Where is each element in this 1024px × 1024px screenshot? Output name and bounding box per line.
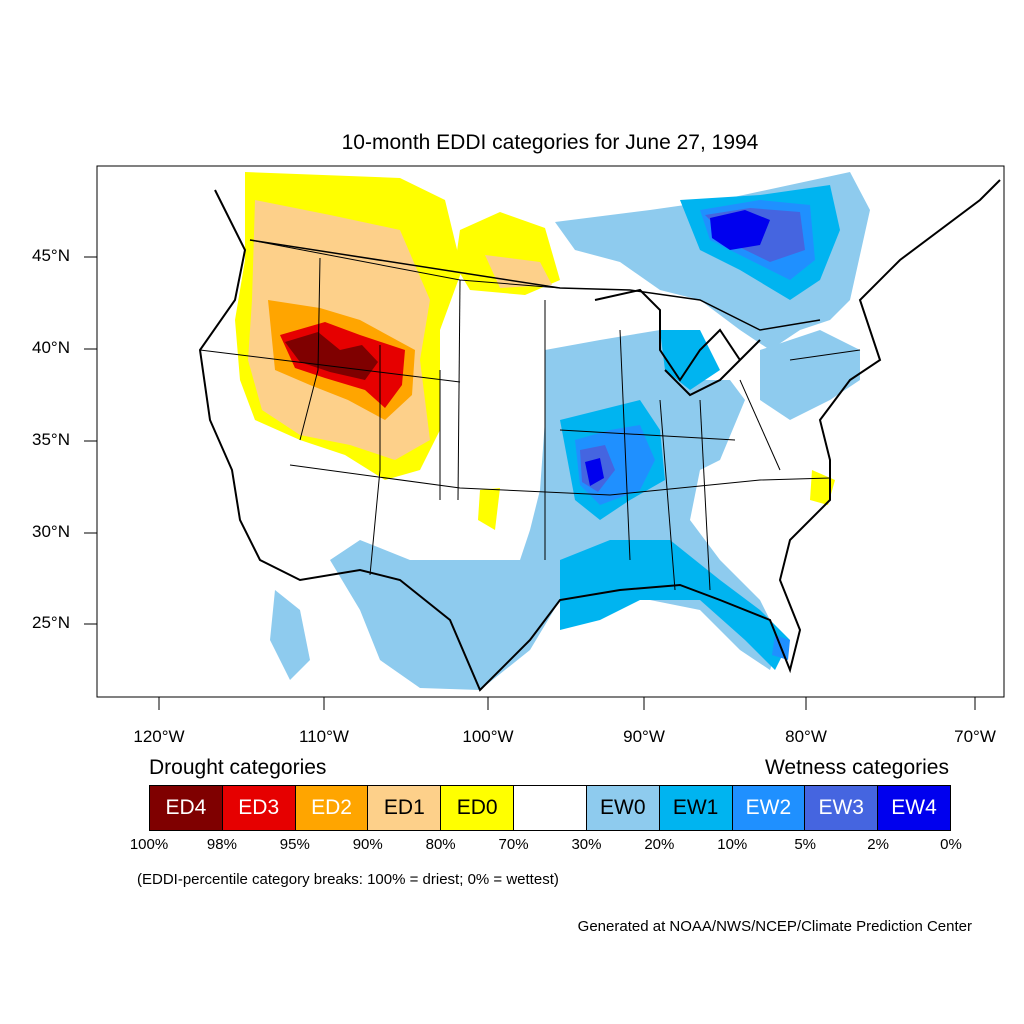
break-label: 5% xyxy=(794,836,817,853)
break-label: 30% xyxy=(571,836,602,853)
region-ew0-mideast xyxy=(760,330,860,420)
lon-label-90: 90°W xyxy=(623,727,665,746)
break-label: 2% xyxy=(867,836,889,853)
map-frame xyxy=(96,165,1005,698)
break-label: 100% xyxy=(129,836,169,853)
coastline xyxy=(198,179,1001,692)
legend-cell-ew4: EW4 xyxy=(878,786,950,830)
map-title: 10-month EDDI categories for June 27, 19… xyxy=(341,131,759,154)
region-ew1-gulf xyxy=(560,540,790,670)
lat-label-35: 35°N xyxy=(32,430,70,449)
region-ed1-north xyxy=(485,255,552,288)
region-ed4 xyxy=(285,332,378,380)
lon-label-70: 70°W xyxy=(954,727,996,746)
break-label: 98% xyxy=(206,836,237,853)
break-label: 95% xyxy=(279,836,310,853)
lat-label-40: 40°N xyxy=(32,338,70,357)
break-label: 10% xyxy=(717,836,748,853)
region-ed0-carolina xyxy=(810,470,835,505)
lon-ticks xyxy=(158,697,976,710)
lon-label-100: 100°W xyxy=(462,727,514,746)
lat-ticks xyxy=(84,256,97,625)
wetness-categories-heading: Wetness categories xyxy=(764,756,949,779)
break-label: 0% xyxy=(940,836,962,853)
lon-label-80: 80°W xyxy=(785,727,827,746)
legend-cell-ed1: ED1 xyxy=(368,786,442,830)
legend-cell-ed0: ED0 xyxy=(441,786,515,830)
legend-cell-ed3: ED3 xyxy=(222,786,296,830)
break-label: 20% xyxy=(644,836,675,853)
state-boundaries xyxy=(199,239,861,591)
break-label: 90% xyxy=(352,836,383,853)
region-ew4-central xyxy=(585,458,604,486)
drought-categories-heading: Drought categories xyxy=(149,756,327,779)
break-label: 80% xyxy=(425,836,456,853)
legend-cell-ew2: EW2 xyxy=(732,786,806,830)
lat-label-25: 25°N xyxy=(32,613,70,632)
break-label: 70% xyxy=(498,836,529,853)
legend-note: (EDDI-percentile category breaks: 100% =… xyxy=(137,871,559,888)
legend-cell-ed4: ED4 xyxy=(150,786,223,830)
lat-label-30: 30°N xyxy=(32,522,70,541)
legend-cell-ew1: EW1 xyxy=(659,786,733,830)
legend-cell-ed2: ED2 xyxy=(295,786,369,830)
credit-line: Generated at NOAA/NWS/NCEP/Climate Predi… xyxy=(577,918,972,935)
lon-label-110: 110°W xyxy=(299,727,349,746)
canada-border xyxy=(249,239,821,331)
region-ew0-baja xyxy=(270,590,310,680)
region-ed0-dakota xyxy=(478,488,500,530)
legend-cell-ew0: EW0 xyxy=(586,786,660,830)
lon-label-120: 120°W xyxy=(133,727,185,746)
lat-label-45: 45°N xyxy=(32,246,70,265)
legend-cell-ew3: EW3 xyxy=(805,786,879,830)
category-legend: ED4 ED3 ED2 ED1 ED0 EW0 EW1 EW2 EW3 EW4 xyxy=(149,785,951,831)
legend-cell-none xyxy=(514,786,587,830)
great-lakes xyxy=(594,288,761,397)
region-ew4-northeast xyxy=(710,210,770,250)
